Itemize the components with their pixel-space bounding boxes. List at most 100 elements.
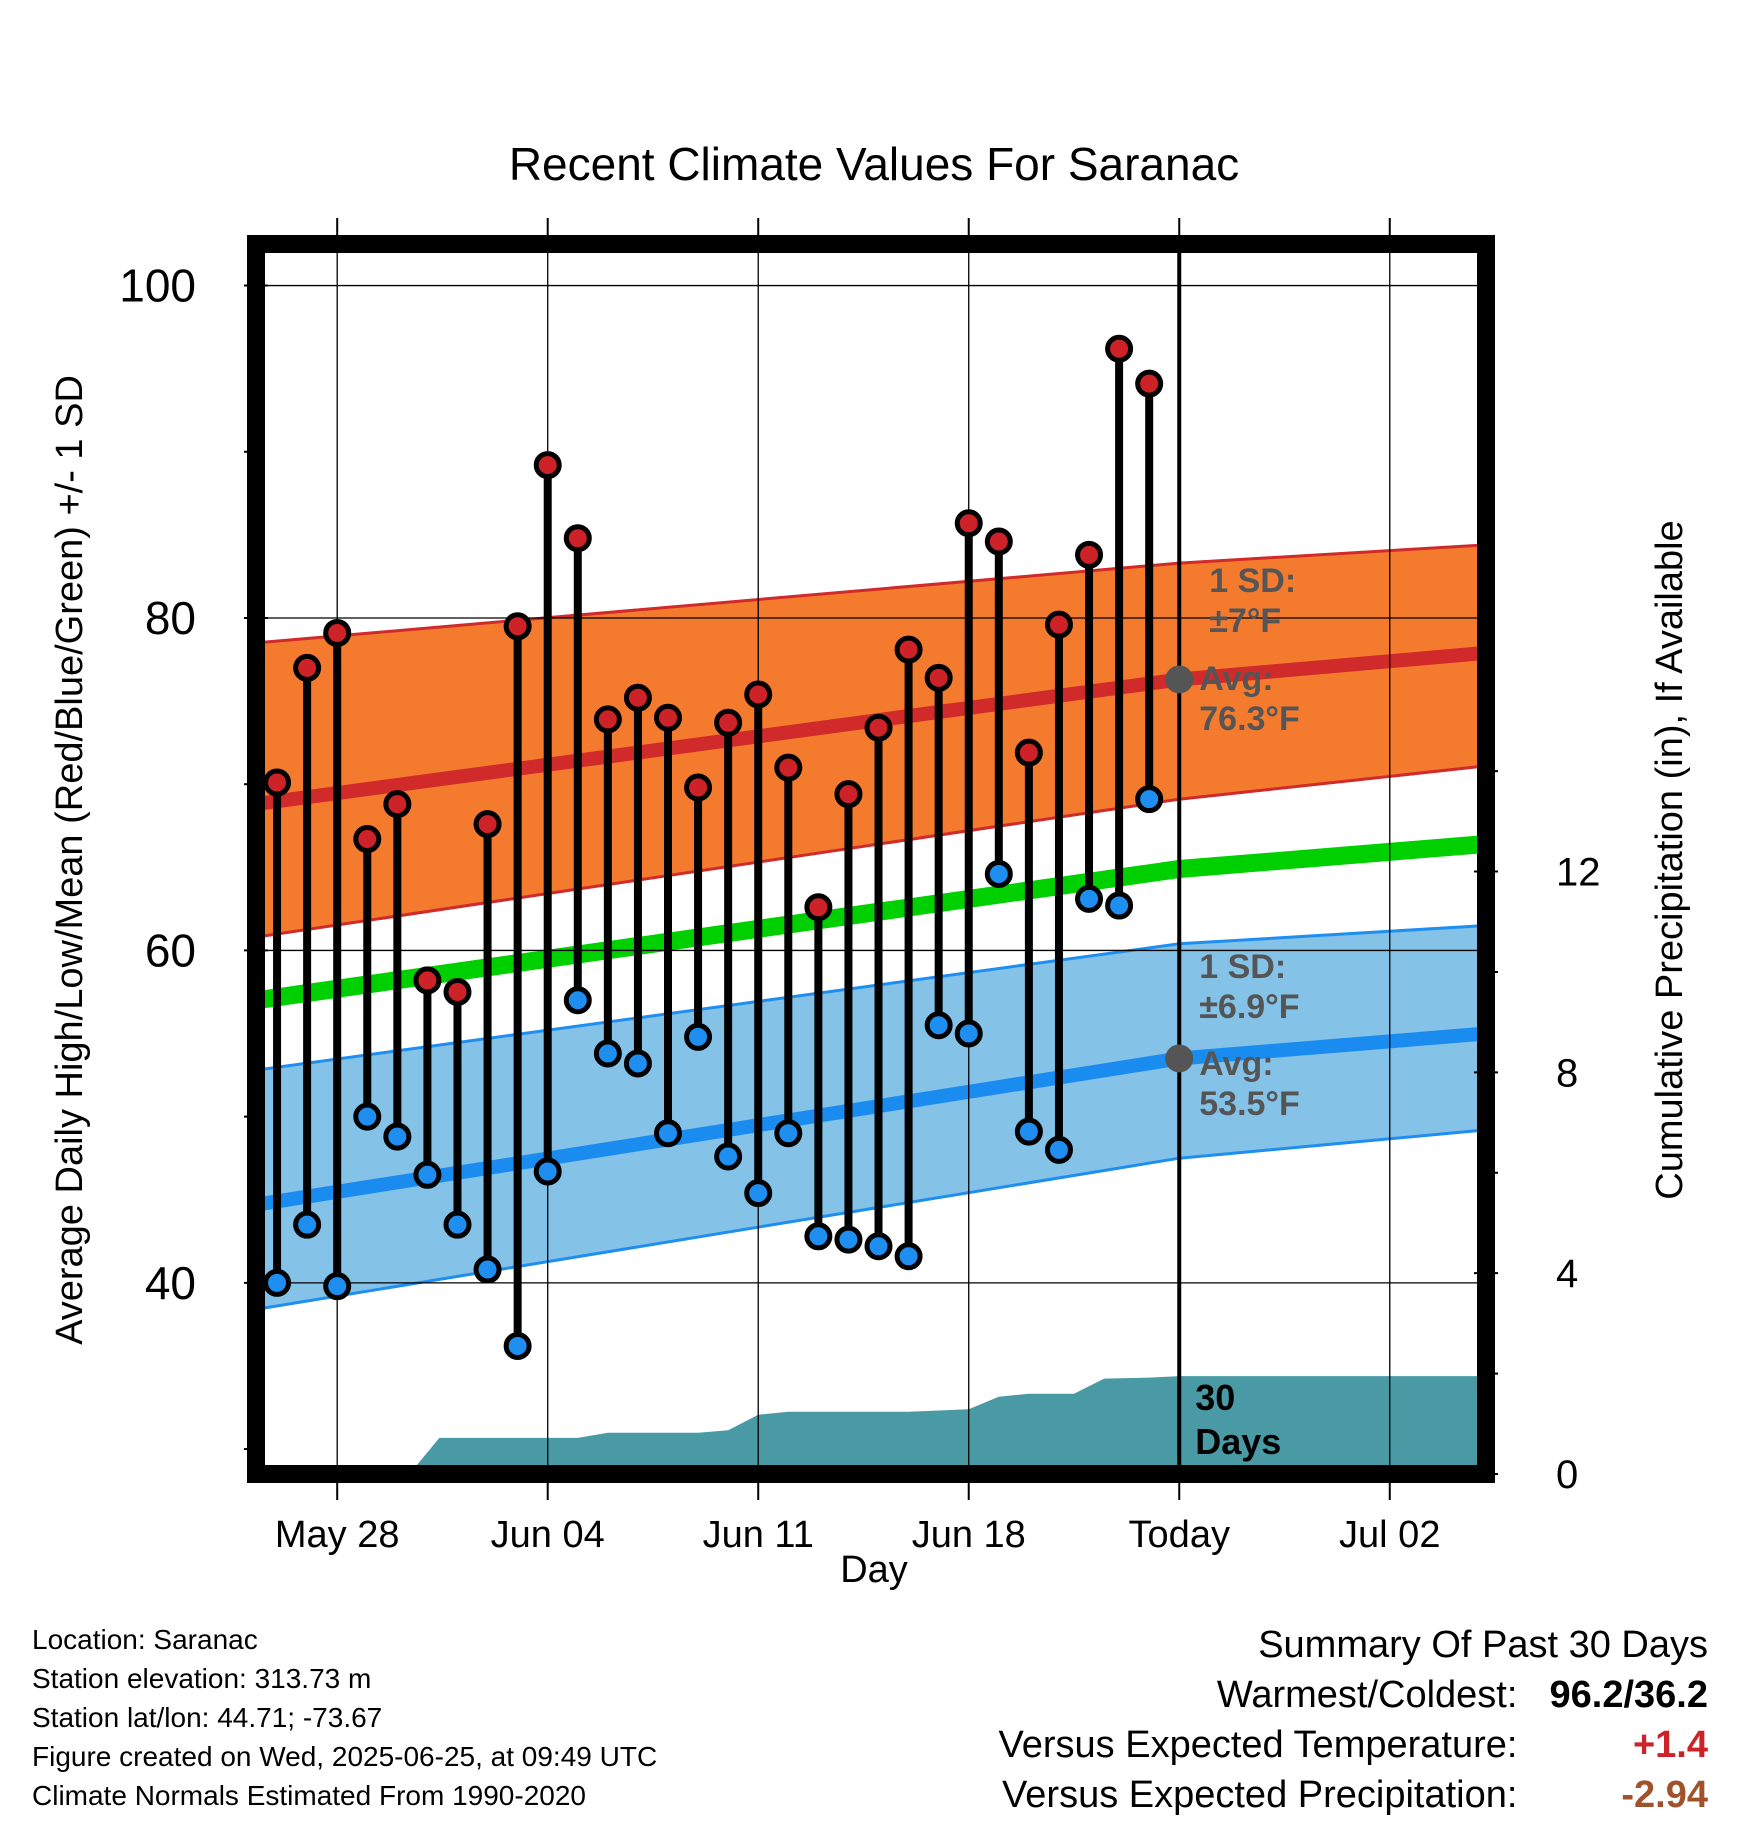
temp-anomaly-label: Versus Expected Temperature: xyxy=(998,1724,1518,1766)
low-point xyxy=(834,1225,863,1254)
y2-axis-label: Cumulative Precipitation (in), If Availa… xyxy=(1649,520,1691,1199)
station-latlon: Station lat/lon: 44.71; -73.67 xyxy=(32,1702,383,1733)
high-point xyxy=(563,524,592,553)
high-avg-annotation: Avg: 76.3°F xyxy=(1199,660,1300,738)
high-point xyxy=(413,966,442,995)
low-point xyxy=(263,1268,292,1297)
precip-anomaly-label: Versus Expected Precipitation: xyxy=(1002,1774,1518,1816)
high-point xyxy=(894,635,923,664)
low-point xyxy=(1135,785,1164,814)
y-tick-label: 60 xyxy=(145,924,196,976)
figure-created: Figure created on Wed, 2025-06-25, at 09… xyxy=(32,1741,658,1772)
high-avg-annotation-line: Avg: xyxy=(1199,660,1273,698)
low-point xyxy=(714,1142,743,1171)
high-point xyxy=(1044,610,1073,639)
days-window-label-line: 30 xyxy=(1195,1377,1235,1418)
y2-tick-label: 12 xyxy=(1556,851,1601,895)
climate-chart: Recent Climate Values For Saranac 1 SD: ±… xyxy=(49,138,1691,1591)
low-point xyxy=(323,1272,352,1301)
high-point xyxy=(744,680,773,709)
low-point xyxy=(954,1019,983,1048)
high-point xyxy=(1075,540,1104,569)
plot-frame xyxy=(247,235,1495,1483)
y2-tick-label: 4 xyxy=(1556,1252,1578,1296)
axes: 40 60 80 100 0 4 8 12 May 28 Jun 04 Jun 11 Jun 18 To… xyxy=(119,218,1601,1556)
high-point xyxy=(293,653,322,682)
precip-anomaly-value: -2.94 xyxy=(1621,1774,1708,1816)
high-point xyxy=(924,663,953,692)
low-point xyxy=(563,986,592,1015)
y-tick-label: 100 xyxy=(119,260,196,312)
low-point xyxy=(924,1011,953,1040)
low-point xyxy=(413,1160,442,1189)
high-point xyxy=(323,618,352,647)
low-avg-annotation: Avg: 53.5°F xyxy=(1199,1045,1300,1123)
high-point xyxy=(503,612,532,641)
low-point xyxy=(894,1242,923,1271)
high-point xyxy=(353,825,382,854)
low-point xyxy=(804,1222,833,1251)
high-point xyxy=(623,683,652,712)
low-point xyxy=(1075,884,1104,913)
station-location: Location: Saranac xyxy=(32,1624,258,1655)
high-point xyxy=(714,708,743,737)
y2-tick-label: 0 xyxy=(1556,1453,1578,1497)
high-point xyxy=(984,527,1013,556)
y-axis-label: Average Daily High/Low/Mean (Red/Blue/Gr… xyxy=(49,375,91,1345)
high-sd-annotation: 1 SD: ±7°F xyxy=(1209,562,1296,640)
y-tick-label: 40 xyxy=(145,1257,196,1309)
today-low-avg-marker xyxy=(1165,1044,1194,1073)
low-point xyxy=(623,1049,652,1078)
high-point xyxy=(654,703,683,732)
summary-precip-row: Versus Expected Precipitation: -2.94 xyxy=(999,1770,1708,1820)
high-point xyxy=(263,768,292,797)
x-tick-label: Jun 04 xyxy=(491,1514,605,1556)
low-point xyxy=(744,1179,773,1208)
high-point xyxy=(443,977,472,1006)
high-point xyxy=(593,705,622,734)
station-info: Location: Saranac Station elevation: 313… xyxy=(32,1620,657,1815)
low-point xyxy=(774,1119,803,1148)
low-point xyxy=(353,1102,382,1131)
low-sd-annotation-line: 1 SD: xyxy=(1199,948,1286,986)
high-point xyxy=(864,713,893,742)
high-point xyxy=(533,451,562,480)
high-point xyxy=(834,780,863,809)
warm-cold-label: Warmest/Coldest: xyxy=(1216,1674,1518,1716)
low-sd-annotation-line: ±6.9°F xyxy=(1199,988,1299,1026)
low-point xyxy=(654,1119,683,1148)
low-point xyxy=(503,1332,532,1361)
x-tick-label: Today xyxy=(1129,1514,1230,1556)
y2-tick-label: 8 xyxy=(1556,1051,1578,1095)
high-point xyxy=(804,893,833,922)
low-point xyxy=(533,1157,562,1186)
low-point xyxy=(473,1255,502,1284)
days-window-label-line: Days xyxy=(1195,1421,1281,1462)
x-tick-label: Jul 02 xyxy=(1339,1514,1440,1556)
high-point xyxy=(1105,334,1134,363)
high-point xyxy=(473,810,502,839)
station-elevation: Station elevation: 313.73 m xyxy=(32,1663,372,1694)
warm-cold-value: 96.2/36.2 xyxy=(1549,1674,1708,1716)
summary-panel: Summary Of Past 30 Days Warmest/Coldest:… xyxy=(999,1620,1708,1820)
low-point xyxy=(984,859,1013,888)
chart-title: Recent Climate Values For Saranac xyxy=(509,138,1239,190)
x-tick-label: May 28 xyxy=(275,1514,400,1556)
x-tick-label: Jun 18 xyxy=(912,1514,1026,1556)
high-sd-annotation-line: ±7°F xyxy=(1209,602,1281,640)
precip-area xyxy=(256,1376,1486,1474)
y-tick-label: 80 xyxy=(145,592,196,644)
low-point xyxy=(443,1210,472,1239)
low-avg-annotation-line: 53.5°F xyxy=(1199,1085,1300,1123)
high-point xyxy=(774,753,803,782)
low-point xyxy=(864,1232,893,1261)
low-point xyxy=(383,1122,412,1151)
low-point xyxy=(1014,1117,1043,1146)
high-point xyxy=(383,790,412,819)
x-tick-label: Jun 11 xyxy=(703,1514,814,1556)
temp-anomaly-value: +1.4 xyxy=(1632,1724,1708,1766)
high-sd-annotation-line: 1 SD: xyxy=(1209,562,1296,600)
today-high-avg-marker xyxy=(1165,665,1194,694)
summary-warm-row: Warmest/Coldest: 96.2/36.2 xyxy=(999,1670,1708,1720)
